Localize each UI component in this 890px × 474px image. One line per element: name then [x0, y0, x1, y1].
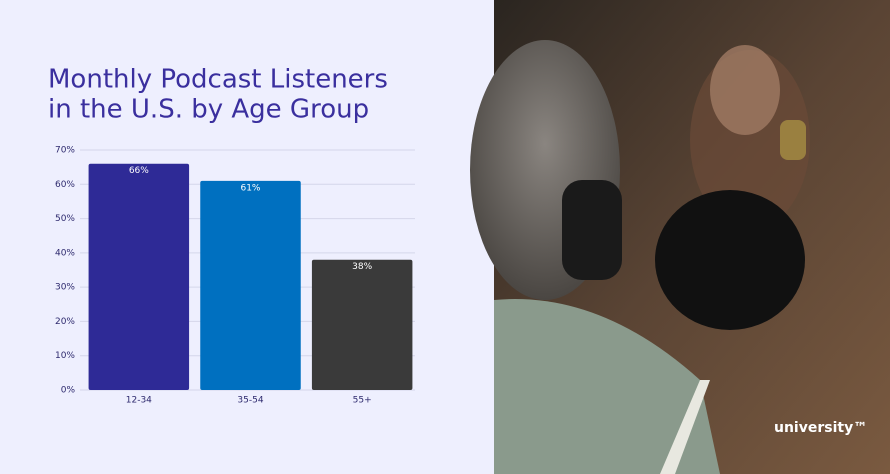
x-tick-label: 35-54: [237, 396, 263, 406]
y-tick-label: 40%: [55, 248, 75, 258]
y-tick-label: 70%: [55, 146, 75, 156]
value-label: 38%: [352, 262, 372, 272]
bar: [200, 180, 301, 390]
value-label: 66%: [129, 166, 149, 176]
chart-title: Monthly Podcast Listeners: [48, 65, 388, 95]
y-tick-label: 60%: [55, 180, 75, 190]
y-tick-label: 0%: [61, 386, 76, 396]
x-tick-label: 12-34: [126, 396, 152, 406]
value-label: 61%: [240, 183, 260, 193]
y-tick-label: 30%: [55, 283, 75, 293]
y-tick-label: 20%: [55, 317, 75, 327]
x-tick-label: 55+: [353, 396, 372, 406]
bar: [88, 163, 190, 390]
chart-title: in the U.S. by Age Group: [48, 95, 369, 125]
y-tick-label: 50%: [55, 214, 75, 224]
photo: [470, 0, 890, 474]
bar: [311, 259, 413, 390]
brand-logo: university™: [774, 420, 867, 436]
y-tick-label: 10%: [55, 351, 75, 361]
